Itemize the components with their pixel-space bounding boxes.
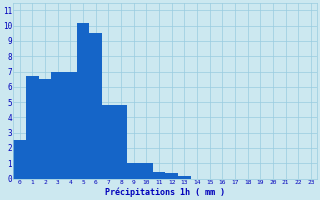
Bar xyxy=(13,140,26,179)
Bar xyxy=(165,173,178,179)
Bar xyxy=(39,79,52,179)
Bar xyxy=(64,72,77,179)
Bar xyxy=(77,23,89,179)
Bar xyxy=(127,163,140,179)
Bar xyxy=(52,72,64,179)
X-axis label: Précipitations 1h ( mm ): Précipitations 1h ( mm ) xyxy=(105,188,225,197)
Bar xyxy=(178,176,191,179)
Bar xyxy=(153,172,165,179)
Bar xyxy=(115,105,127,179)
Bar xyxy=(102,105,115,179)
Bar xyxy=(140,163,153,179)
Bar xyxy=(26,76,39,179)
Bar xyxy=(89,33,102,179)
